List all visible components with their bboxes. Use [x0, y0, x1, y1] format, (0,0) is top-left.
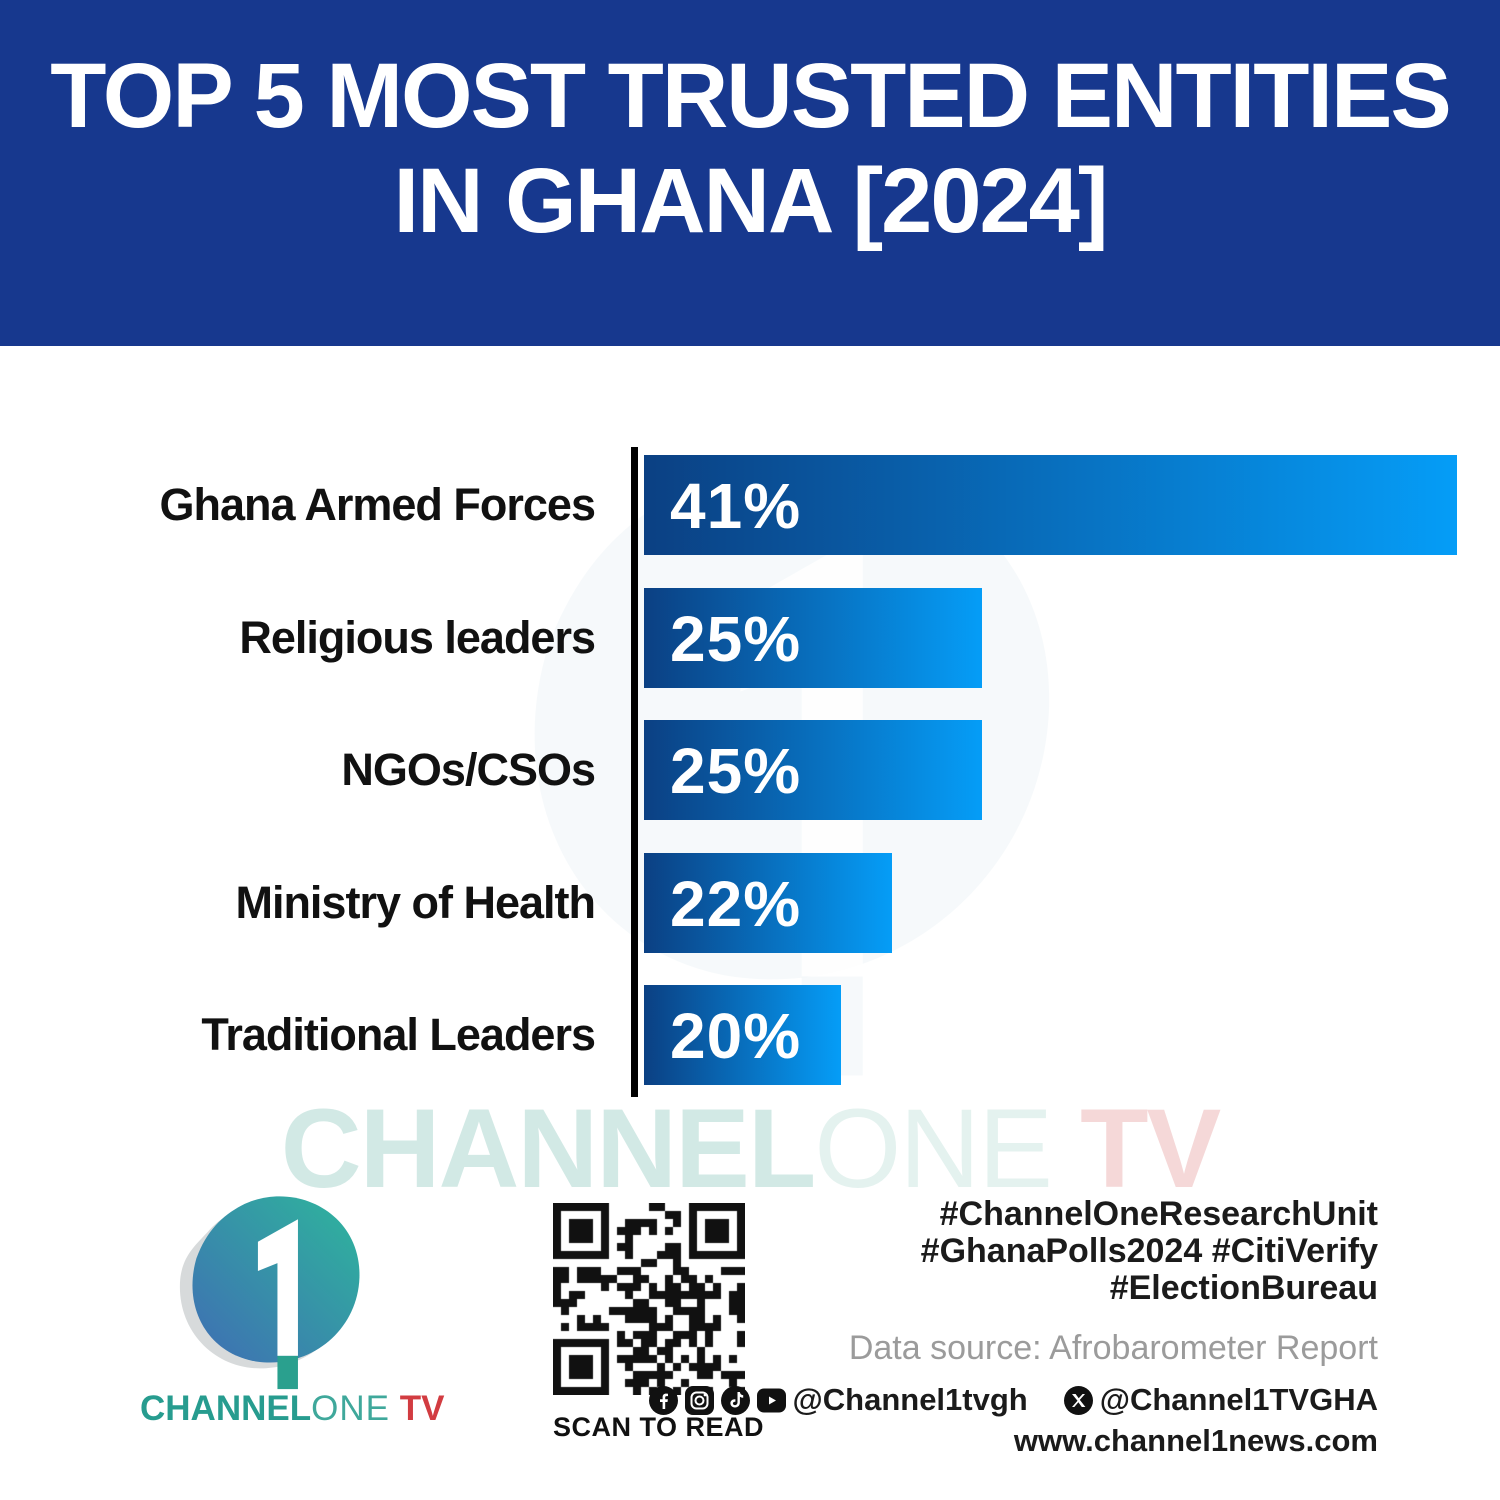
bar-value-label: 25% — [670, 735, 802, 807]
category-label: Ghana Armed Forces — [159, 479, 596, 530]
qr-block: SCAN TO READ — [553, 1203, 765, 1443]
bar: 41% — [644, 455, 1458, 555]
website-url: www.channel1news.com — [1013, 1423, 1378, 1458]
bar-value-label: 25% — [670, 602, 802, 675]
page-title: TOP 5 MOST TRUSTED ENTITIES IN GHANA [20… — [0, 44, 1500, 254]
bar: 22% — [644, 852, 893, 953]
channel-one-logo: CHANNELONE TV — [140, 1188, 444, 1429]
category-label: NGOs/CSOs — [341, 744, 596, 795]
bar-value-label: 41% — [670, 470, 802, 542]
bar-chart: Ghana Armed Forces 41% Religious leaders 25… — [0, 455, 1500, 1105]
wordmark-one: ONE — [311, 1389, 390, 1428]
instagram-icon — [684, 1385, 714, 1415]
social-handle-1: @Channel1tvgh — [792, 1382, 1028, 1417]
title-line-1: TOP 5 MOST TRUSTED ENTITIES — [50, 45, 1451, 147]
chart-axis-line — [631, 447, 638, 1097]
bar-row: Religious leaders 25% — [0, 587, 1500, 688]
youtube-icon — [756, 1386, 786, 1415]
bar-row: Ghana Armed Forces 41% — [0, 455, 1500, 555]
tiktok-icon — [720, 1385, 750, 1415]
watermark-channel: CHANNEL — [280, 1086, 817, 1211]
bar-row: NGOs/CSOs 25% — [0, 720, 1500, 820]
social-handle-2: @Channel1TVGHA — [1099, 1382, 1378, 1417]
header-banner: TOP 5 MOST TRUSTED ENTITIES IN GHANA [20… — [0, 0, 1500, 346]
channel-one-logo-mark — [179, 1196, 359, 1390]
bar-value-label: 22% — [670, 867, 802, 940]
data-source: Data source: Afrobarometer Report — [848, 1329, 1378, 1367]
facebook-icon — [648, 1385, 678, 1415]
wordmark-tv: TV — [389, 1389, 445, 1428]
bar-row: Traditional Leaders 20% — [0, 985, 1500, 1085]
bar: 25% — [644, 587, 983, 688]
x-icon — [1063, 1385, 1093, 1415]
category-label: Traditional Leaders — [201, 1009, 596, 1060]
title-line-2: IN GHANA [2024] — [393, 149, 1109, 252]
watermark-one: ONE — [814, 1086, 1053, 1211]
social-row: @Channel1tvgh @Channel1TVGHA — [648, 1382, 1378, 1418]
footer: CHANNELONE TV SCAN TO READ #ChannelOneRe… — [0, 1180, 1500, 1500]
category-label: Ministry of Health — [235, 876, 596, 928]
channel-one-wordmark: CHANNELONE TV — [140, 1389, 444, 1429]
wordmark-channel: CHANNEL — [140, 1389, 312, 1428]
hashtag-line-1: #ChannelOneResearchUnit — [939, 1195, 1378, 1233]
category-label: Religious leaders — [239, 611, 596, 663]
bar-value-label: 20% — [670, 1000, 802, 1072]
qr-caption: SCAN TO READ — [553, 1412, 765, 1442]
hashtag-line-3: #ElectionBureau — [1109, 1269, 1378, 1307]
hashtag-line-2: #GhanaPolls2024 #CitiVerify — [920, 1232, 1378, 1270]
bar: 20% — [644, 985, 841, 1085]
watermark-tv: TV — [1051, 1086, 1221, 1211]
channelone-watermark: CHANNELONE TV — [0, 1084, 1500, 1213]
bar: 25% — [644, 720, 983, 820]
footer-right-block: #ChannelOneResearchUnit #GhanaPolls2024 … — [648, 1195, 1378, 1459]
qr-code — [553, 1203, 745, 1395]
bar-row: Ministry of Health 22% — [0, 852, 1500, 953]
